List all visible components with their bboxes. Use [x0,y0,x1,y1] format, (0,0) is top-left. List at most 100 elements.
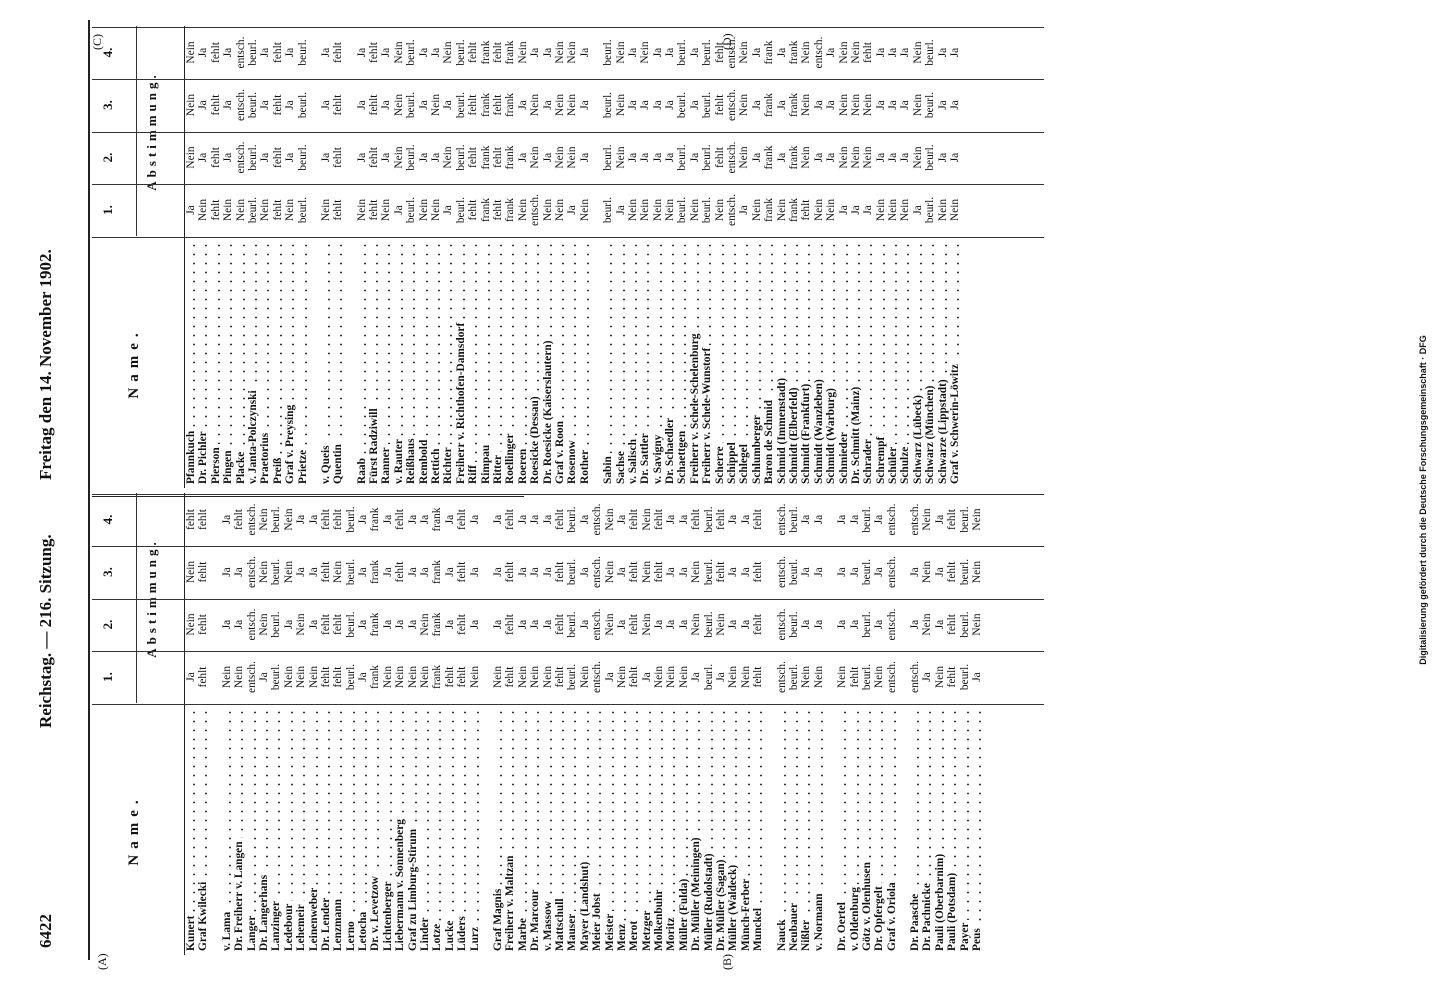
member-row: Pauli (Oberbarnim) Nein Ja Ja Ja [933,493,947,955]
vote-cell: frank [763,40,776,65]
vote-cell: Ja [873,514,886,525]
name-cell: Freiherr v. Schele-Schelenburg [688,240,702,484]
member-row: Schmieder Ja Nein Nein Nein [837,26,850,488]
vote-cell: fehlt [946,666,959,688]
vote-cell: Nein [442,41,455,64]
member-row: Pfannkuch Ja Nein Nein Nein [185,26,198,488]
member-name: Müller (Waldeck) [727,861,740,951]
vote-cell: Nein [750,198,763,222]
vote-cell: Nein [406,665,419,689]
group-gap [898,493,909,955]
member-row: Schrempf Nein Ja Ja Ja [874,26,888,488]
member-name: Schwarz (Lübeck) [911,392,924,484]
member-name: Molkenbuhr [653,886,666,951]
vote-cell: Ja [541,100,554,110]
vote-cell: Ja [887,152,900,163]
vote-cell: Nein [491,665,504,689]
member-row: Meister Ja Nein Nein Nein [603,493,616,955]
vote-cell: entsch. [234,36,247,69]
vote-cell: frank [431,559,444,585]
vote-cell: beurl. [860,558,873,586]
name-cell: Rettich [430,240,443,484]
vote-cell: Ja [319,47,332,58]
vote-cell: frank [369,507,382,532]
name-cell: Ranner [380,240,393,484]
member-row: Prietze beurl. beurl. beurl. beurl. [296,26,309,488]
member-row: Langer entsch. entsch. entsch. entsch. [245,493,258,955]
name-cell: Freiherr v. Richthofen-Damsdorf [454,240,468,484]
vote-cell: Ja [541,619,554,630]
member-name: Freiherr v. Richthofen-Damsdorf [454,319,467,484]
member-name: Nißler [800,916,813,951]
name-cell: Moritz [665,707,678,951]
member-row: Graf v. Roon Nein Nein Nein Nein [553,26,567,488]
name-cell: Schwarz (Lübeck) [911,240,925,484]
member-name: Rimpau [479,441,492,484]
name-heading: Name. [126,794,142,866]
member-row: Lüders fehlt fehlt fehlt fehlt [456,493,469,955]
vote-cell: Ja [812,619,825,630]
vote-cell: Ja [443,514,456,525]
name-cell: Dr. Marcour [529,707,542,951]
vote-cell: Nein [800,665,813,689]
vote-cell: frank [504,92,517,118]
vote-cell: entsch. [775,556,788,588]
vote-cell: beurl. [454,196,467,224]
member-row: Dr. Oertel Nein Ja Ja Ja [836,493,849,955]
member-name: Lanzinger [270,898,283,951]
vote-cell: Ja [837,205,850,215]
vote-cell: Ja [727,514,740,525]
vote-cell: fehlt [319,666,332,688]
vote-cell: fehlt [752,509,765,530]
vote-cell: fehlt [467,42,480,63]
vote-cell: fehlt [862,42,875,63]
member-row: Raab Nein Ja Ja Ja [355,26,369,488]
name-cell: Lerno [344,707,358,951]
vote-cell: Ja [739,514,752,525]
vote-table: Name. Abstimmung. 1. 2. 3. 4. Pfannkuch Ja Nein N… [92,26,1044,488]
vote-cell: beurl. [296,91,309,119]
name-cell: Dr. Müller (Meiningen) [690,707,703,951]
vote-cell: Ja [664,152,677,163]
vote-cell: Ja [197,47,210,58]
vote-cell: Ja [874,152,887,163]
vote-cell: Nein [566,41,579,64]
member-name: Lucke [443,917,456,951]
vote-heading: Abstimmung. [144,538,159,658]
name-cell: v. Queis [319,240,333,484]
member-name: Schippel [726,439,739,484]
vote-cell: fehlt [713,94,726,116]
member-row: Pierson fehlt fehlt fehlt fehlt [209,26,223,488]
margin-marker: (B) [720,954,734,970]
vote-cell: Ja [949,152,962,163]
member-name: Graf zu Limburg-Stirum [406,825,419,951]
vote-cell: Ja [233,567,246,577]
vote-cell: fehlt [491,42,504,63]
member-row: Müller (Rudolstadt) beurl. beurl. beurl. beu… [702,493,716,955]
member-row: Rother Nein Ja Ja Ja [578,26,592,488]
vote-cell: fehlt [332,614,345,635]
vote-cell: beurl. [566,558,579,586]
vote-cell: Ja [516,619,529,630]
vote-cell: beurl. [454,91,467,119]
vote-cell: fehlt [332,666,345,688]
member-name: Graf Magnis [491,885,504,951]
vote-cell: Ja [933,567,946,577]
group-gap [210,493,221,955]
vote-cell: Nein [899,198,912,222]
member-name: Dr. Marcour [529,886,542,951]
member-name: Rother [578,446,591,484]
vote-cell: Nein [295,665,308,689]
vote-cell: Ja [614,205,627,215]
vote-cell: Nein [603,508,616,531]
name-cell: Schulze [899,240,912,484]
name-cell: Götz v. Olenhusen [860,707,874,951]
vote-cell: Ja [319,152,332,163]
member-name: Lurz [468,923,481,951]
member-name: Liebermann v. Sonnenberg [394,816,407,951]
vote-cell: Ja [355,100,368,110]
name-cell: Roesicke (Dessau) [529,240,542,484]
vote-cell: Ja [936,152,949,163]
vote-cell: Nein [836,665,849,689]
member-row: Dr. Langerhans Ja Nein Nein Nein [257,493,271,955]
